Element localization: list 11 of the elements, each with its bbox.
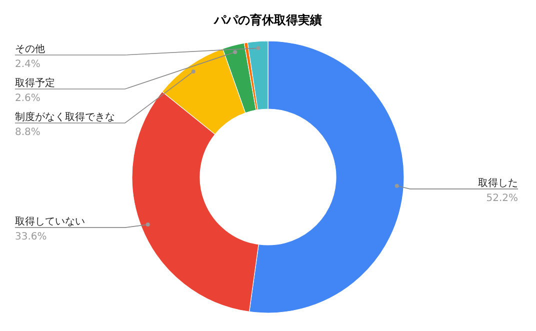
data-label: 33.6% [15,232,47,243]
slice-label: 取得予定 [15,77,55,89]
slice-label: 取得した [478,178,518,189]
data-label: 2.4% [15,59,40,70]
data-label: 8.8% [15,127,40,138]
slice-label: 制度がなく取得できな [15,111,115,123]
chart-title: パパの育休取得実績 [213,13,322,27]
slice-label: 取得していない [15,216,85,228]
data-label: 52.2% [486,192,518,204]
data-label: 2.6% [15,93,40,104]
slice-label: その他 [15,43,45,55]
